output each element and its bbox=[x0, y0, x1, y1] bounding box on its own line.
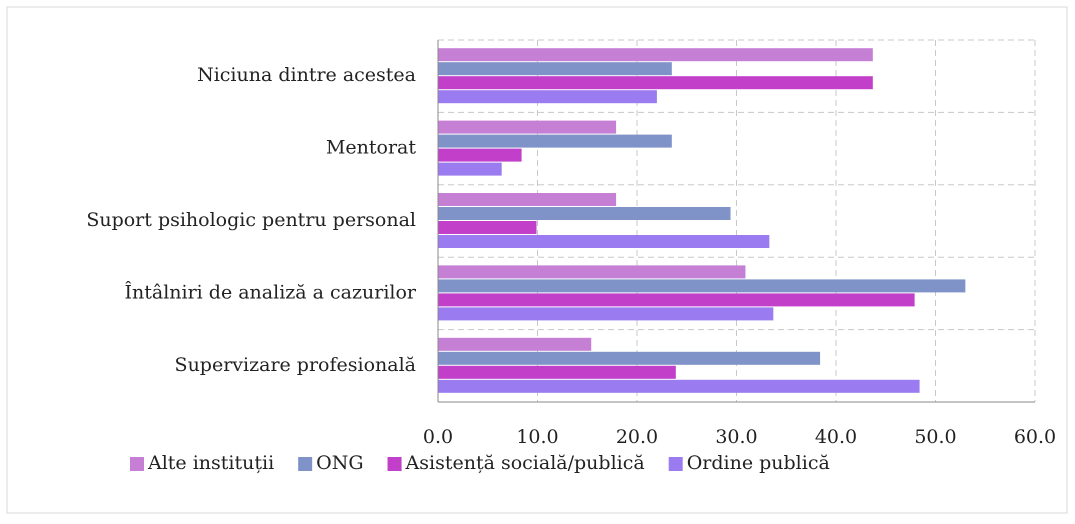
legend-label: Alte instituții bbox=[147, 452, 274, 474]
x-tick-label: 50.0 bbox=[914, 426, 956, 448]
bar bbox=[438, 207, 731, 220]
bar bbox=[438, 193, 617, 206]
legend-swatch bbox=[668, 457, 683, 471]
x-tick-label: 40.0 bbox=[815, 426, 857, 448]
bar bbox=[438, 62, 672, 76]
bar bbox=[438, 265, 746, 279]
bar bbox=[438, 337, 592, 351]
bar bbox=[438, 162, 502, 176]
legend-swatch bbox=[387, 457, 402, 471]
y-tick-label: Mentorat bbox=[326, 137, 416, 159]
bar bbox=[438, 365, 676, 379]
x-tick-label: 10.0 bbox=[516, 426, 558, 448]
bar bbox=[438, 148, 522, 162]
legend-label: Asistență socială/publică bbox=[405, 452, 645, 474]
bar bbox=[438, 307, 774, 321]
legend-label: Ordine publică bbox=[687, 452, 830, 474]
bar bbox=[438, 279, 966, 293]
legend-label: ONG bbox=[316, 452, 363, 474]
bar bbox=[438, 90, 657, 104]
x-tick-label: 60.0 bbox=[1014, 426, 1056, 448]
x-tick-label: 30.0 bbox=[715, 426, 757, 448]
bar bbox=[438, 235, 770, 248]
bar bbox=[438, 351, 821, 365]
bar bbox=[438, 221, 537, 234]
y-tick-label: Suport psihologic pentru personal bbox=[86, 209, 416, 231]
bar bbox=[438, 76, 873, 90]
x-tick-label: 0.0 bbox=[423, 426, 453, 448]
y-tick-label: Supervizare profesională bbox=[175, 354, 416, 376]
bar bbox=[438, 48, 873, 62]
legend-swatch bbox=[130, 457, 144, 471]
bar bbox=[438, 293, 915, 307]
x-tick-label: 20.0 bbox=[616, 426, 658, 448]
y-tick-label: Niciuna dintre acestea bbox=[197, 64, 416, 86]
bar bbox=[438, 120, 617, 134]
legend-swatch bbox=[298, 457, 313, 471]
y-tick-label: Întâlniri de analiză a cazurilor bbox=[124, 280, 416, 303]
bar bbox=[438, 134, 672, 148]
bar bbox=[438, 379, 920, 393]
